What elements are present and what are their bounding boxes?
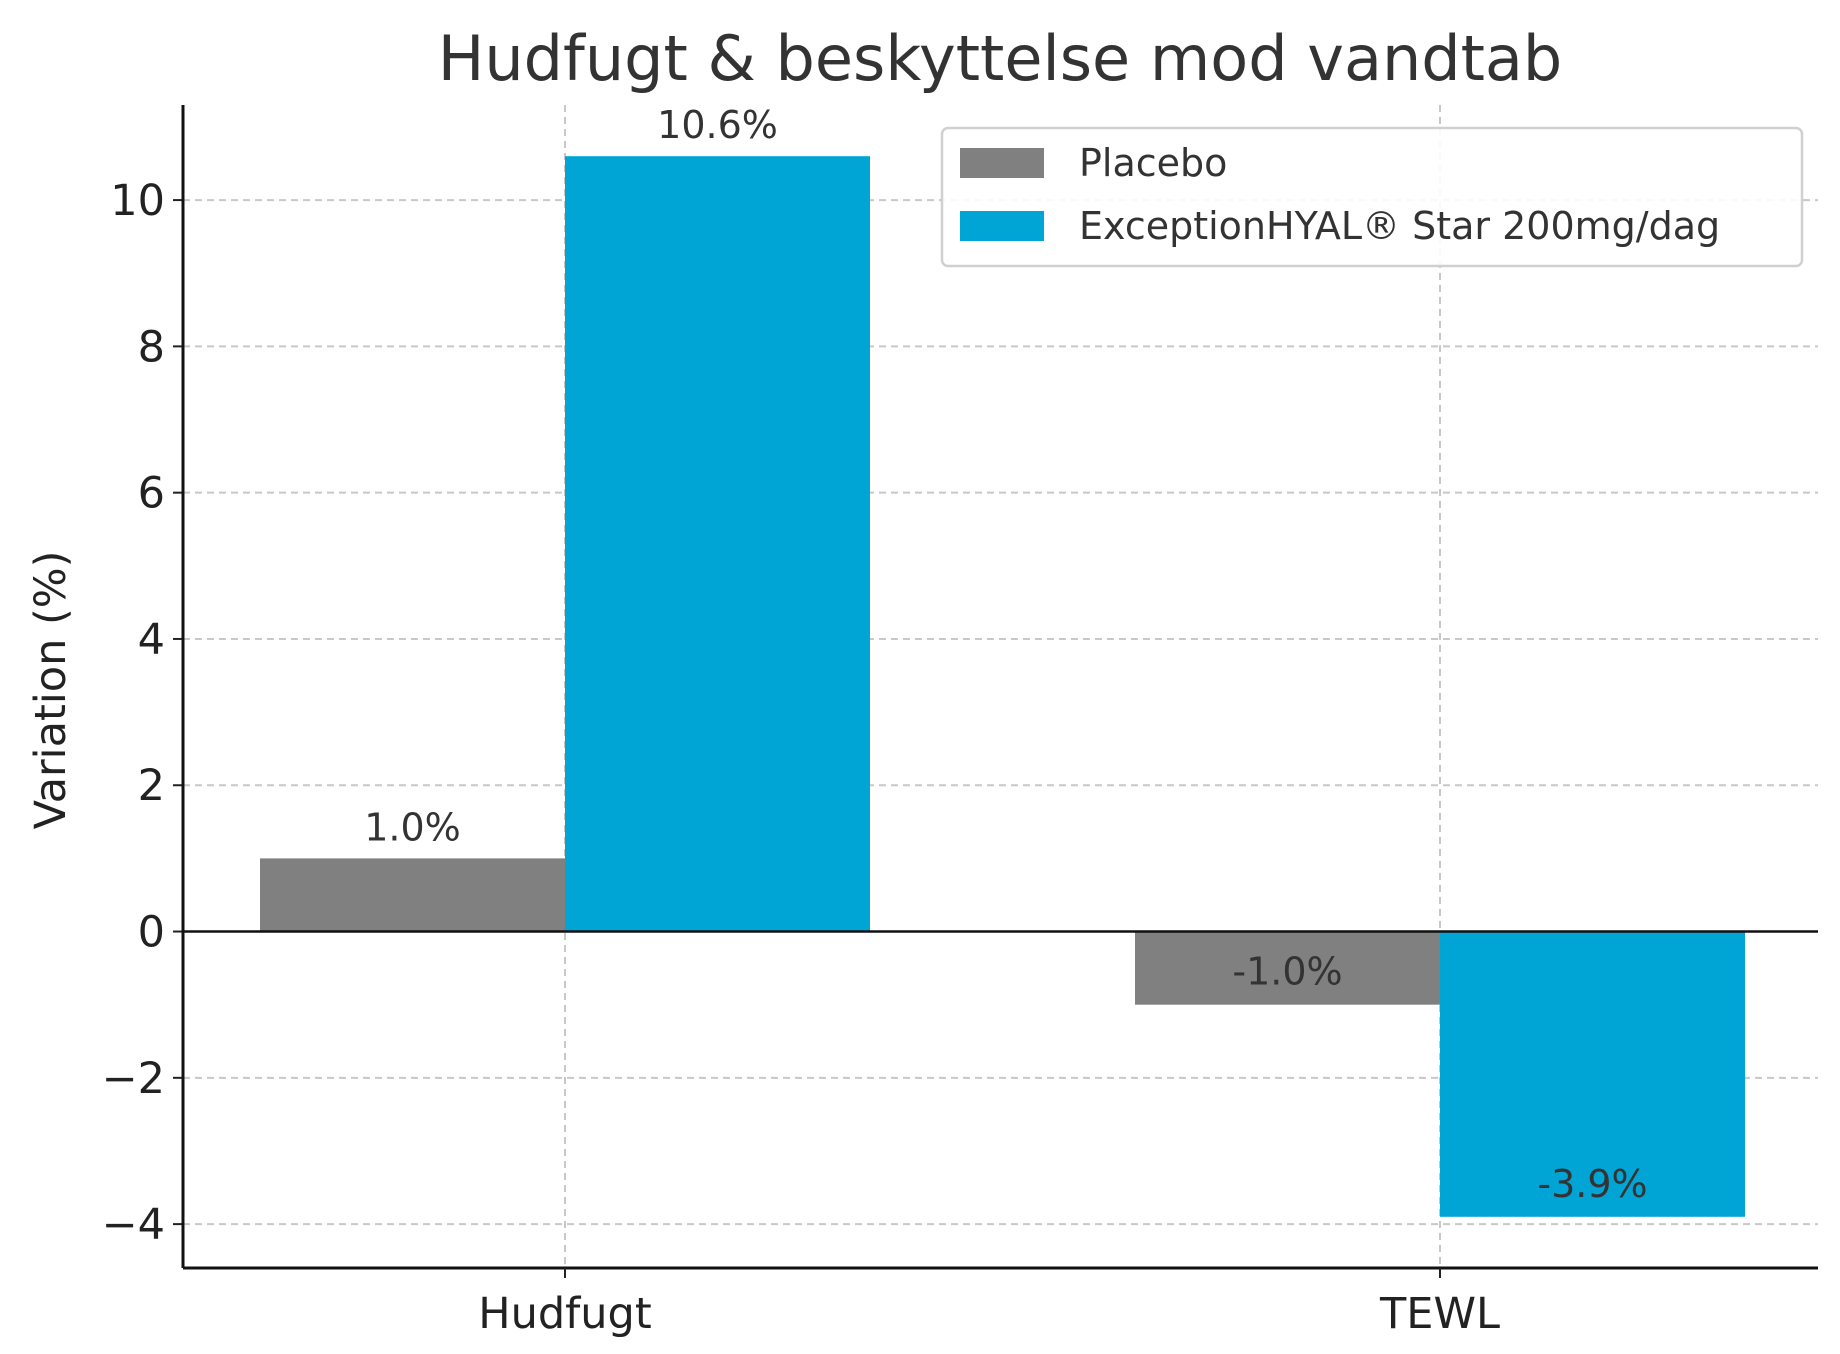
bar <box>1135 931 1440 1005</box>
bars <box>260 156 1745 1217</box>
y-tick-label: 8 <box>138 322 165 372</box>
y-tick-label: 10 <box>110 176 165 226</box>
y-tick-label: 4 <box>138 615 165 665</box>
legend-swatch <box>960 148 1044 178</box>
y-tick-label: −4 <box>102 1200 165 1250</box>
legend-label: Placebo <box>1079 141 1227 185</box>
y-tick-label: 2 <box>138 761 165 811</box>
chart-title: Hudfugt & beskyttelse mod vandtab <box>438 22 1563 95</box>
data-label: -1.0% <box>1232 950 1342 994</box>
y-tick-label: −2 <box>102 1054 165 1104</box>
bar <box>565 156 870 932</box>
legend-box <box>940 126 1804 268</box>
data-label: 1.0% <box>364 805 461 849</box>
data-label: 10.6% <box>657 103 778 147</box>
y-axis-label: Variation (%) <box>26 551 76 830</box>
axes: −4 −2 0 2 4 6 8 10 Hudfugt TEWL <box>102 105 1818 1339</box>
data-labels: 1.0% -1.0% 10.6% -3.9% <box>364 103 1647 1206</box>
y-tick-label: 0 <box>138 908 165 958</box>
data-label: -3.9% <box>1537 1162 1647 1206</box>
x-tick-label: Hudfugt <box>478 1289 651 1339</box>
legend: Placebo ExceptionHYAL® Star 200mg/dag <box>940 126 1804 268</box>
bar <box>1440 931 1745 1217</box>
x-tick-label: TEWL <box>1379 1289 1500 1339</box>
y-tick-label: 6 <box>138 469 165 519</box>
bar <box>260 858 565 932</box>
legend-swatch <box>960 211 1044 241</box>
legend-label: ExceptionHYAL® Star 200mg/dag <box>1079 204 1720 248</box>
